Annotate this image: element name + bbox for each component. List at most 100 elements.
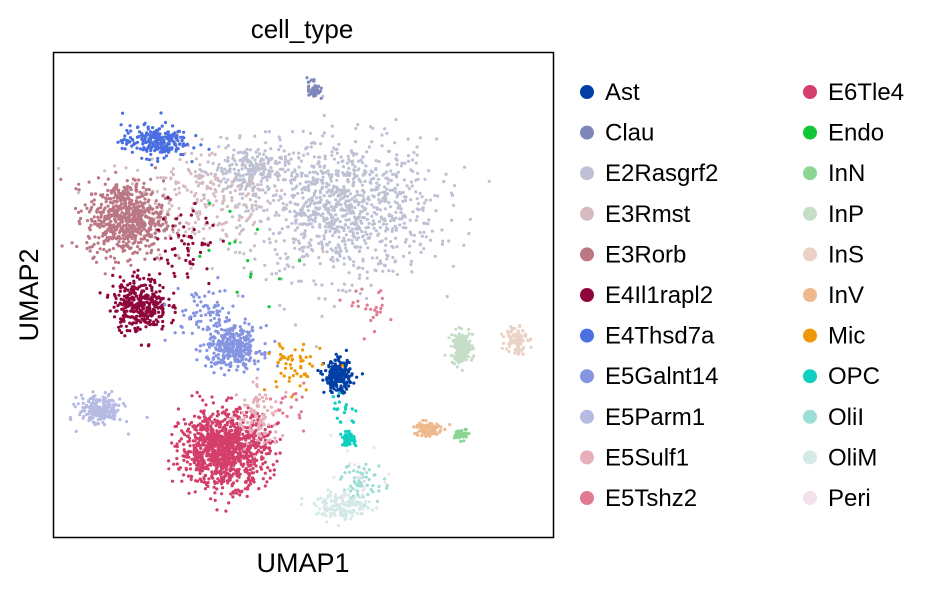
point-e5sulf1 (255, 438, 259, 442)
point-e3rmst (124, 166, 128, 170)
point-e3rorb (98, 225, 102, 229)
point-e3rorb (85, 241, 89, 245)
point-e2rasgrf2 (247, 159, 251, 163)
point-e6tle4 (239, 445, 243, 450)
point-e2rasgrf2 (368, 173, 372, 177)
point-ast (339, 384, 343, 388)
point-e6tle4 (263, 427, 267, 432)
point-e3rorb (161, 194, 165, 198)
point-e2rasgrf2 (320, 186, 324, 190)
point-e4il1rapl2 (171, 224, 175, 228)
point-e2rasgrf2 (398, 223, 402, 227)
point-e2rasgrf2 (380, 217, 384, 221)
point-e2rasgrf2 (344, 218, 348, 222)
point-e3rmst (187, 227, 191, 231)
point-e2rasgrf2 (388, 219, 393, 223)
point-e2rasgrf2 (293, 168, 297, 172)
point-e5galnt14 (227, 368, 231, 372)
point-e3rmst (169, 177, 173, 181)
point-e3rmst (189, 190, 193, 194)
point-mic (284, 362, 288, 366)
point-e2rasgrf2 (343, 243, 347, 247)
point-e2rasgrf2 (337, 288, 341, 292)
point-e2rasgrf2 (415, 145, 419, 149)
point-e5galnt14 (221, 348, 225, 352)
point-e3rmst (224, 220, 229, 224)
point-e5galnt14 (225, 340, 229, 344)
point-e2rasgrf2 (374, 248, 378, 252)
point-opc (331, 395, 335, 399)
point-e2rasgrf2 (355, 231, 359, 235)
point-e3rmst (199, 153, 203, 157)
point-e6tle4 (192, 461, 196, 465)
point-e4il1rapl2 (121, 285, 125, 289)
point-e2rasgrf2 (451, 264, 455, 268)
point-e5galnt14 (232, 324, 236, 328)
point-e2rasgrf2 (263, 191, 268, 195)
point-e4thsd7a (121, 111, 125, 115)
point-e2rasgrf2 (248, 148, 252, 152)
point-e4il1rapl2 (117, 293, 121, 297)
point-e5sulf1 (245, 442, 250, 446)
point-e6tle4 (268, 441, 272, 445)
point-e3rorb (104, 256, 108, 260)
point-e6tle4 (244, 466, 248, 471)
point-e2rasgrf2 (283, 267, 287, 271)
point-e2rasgrf2 (325, 190, 329, 194)
point-e5sulf1 (243, 403, 247, 407)
point-e6tle4 (182, 473, 186, 477)
point-e6tle4 (192, 443, 196, 447)
point-e3rorb (128, 226, 132, 230)
point-e6tle4 (249, 416, 253, 420)
point-e3rorb (129, 246, 133, 250)
point-e3rmst (168, 234, 172, 238)
point-e5galnt14 (236, 364, 240, 368)
point-e6tle4 (192, 446, 196, 450)
point-e5galnt14 (176, 286, 180, 291)
point-e4il1rapl2 (126, 293, 130, 297)
point-e6tle4 (219, 443, 223, 448)
point-e4il1rapl2 (161, 285, 165, 290)
point-e2rasgrf2 (264, 141, 268, 145)
point-e2rasgrf2 (302, 263, 306, 267)
point-e2rasgrf2 (376, 177, 381, 181)
point-e5galnt14 (209, 364, 213, 369)
point-e4il1rapl2 (188, 260, 192, 264)
point-e3rmst (181, 184, 185, 188)
point-e3rorb (134, 205, 138, 210)
point-e3rorb (125, 179, 129, 183)
point-e4thsd7a (163, 120, 168, 125)
point-e4il1rapl2 (148, 283, 152, 288)
point-e2rasgrf2 (436, 194, 440, 198)
point-e2rasgrf2 (377, 232, 381, 236)
point-e2rasgrf2 (389, 178, 393, 183)
point-e6tle4 (259, 438, 263, 442)
point-e6tle4 (182, 417, 186, 422)
point-e5sulf1 (238, 422, 242, 426)
point-e2rasgrf2 (468, 217, 472, 221)
point-e2rasgrf2 (313, 216, 317, 220)
point-e5galnt14 (214, 361, 218, 365)
point-e2rasgrf2 (390, 244, 394, 248)
point-e2rasgrf2 (370, 140, 374, 144)
point-e6tle4 (202, 443, 206, 447)
point-e4il1rapl2 (182, 242, 186, 246)
point-e5tshz2 (375, 310, 379, 314)
point-e3rorb (132, 224, 136, 229)
point-e5galnt14 (208, 313, 212, 317)
point-e4il1rapl2 (184, 258, 188, 262)
point-e5galnt14 (215, 324, 219, 328)
point-e4il1rapl2 (203, 242, 207, 246)
point-e5sulf1 (241, 411, 245, 415)
point-e2rasgrf2 (383, 207, 387, 211)
point-opc (335, 416, 339, 420)
point-e6tle4 (204, 447, 208, 451)
point-e3rorb (101, 234, 105, 238)
point-e3rorb (109, 229, 113, 233)
point-mic (304, 355, 308, 359)
point-e2rasgrf2 (303, 229, 307, 233)
point-e2rasgrf2 (244, 172, 249, 176)
point-e2rasgrf2 (349, 222, 353, 226)
point-e2rasgrf2 (274, 193, 278, 197)
point-e6tle4 (224, 467, 228, 472)
